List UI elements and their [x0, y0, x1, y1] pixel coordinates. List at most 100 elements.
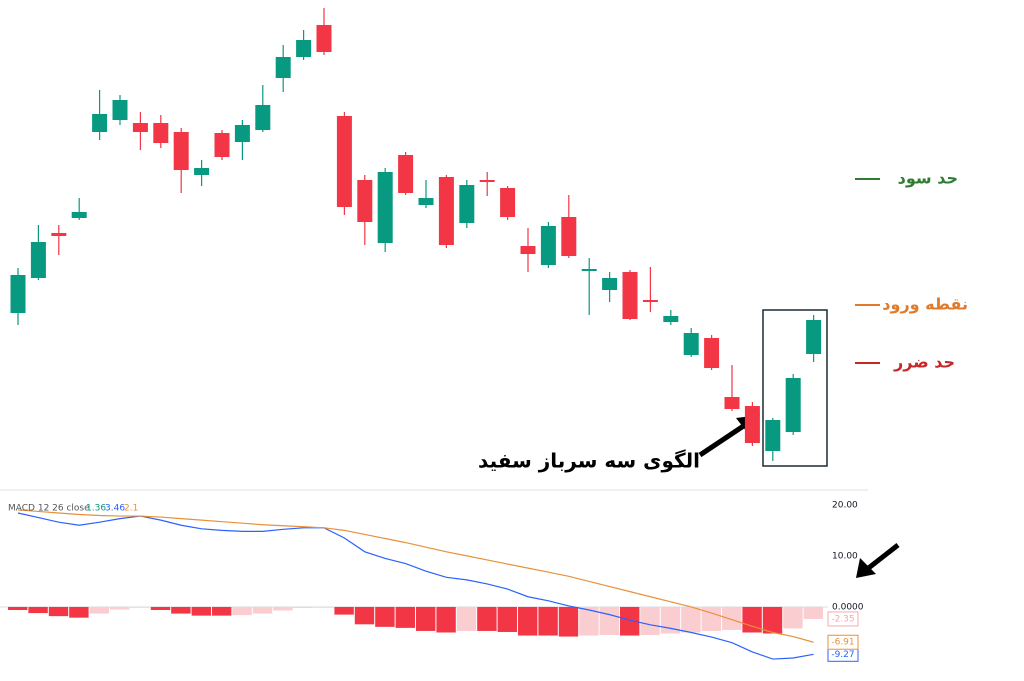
candle-body — [398, 155, 414, 193]
legend-value: 1.36 — [86, 504, 106, 514]
histogram-bar — [681, 606, 701, 633]
histogram-bar — [538, 606, 558, 636]
histogram-bar — [314, 606, 334, 608]
level-label: حد سود — [898, 169, 958, 188]
histogram-bar — [191, 606, 211, 616]
histogram-bar — [110, 606, 130, 610]
indicator-label: MACD 12 26 close — [8, 504, 90, 514]
histogram-bar — [518, 606, 538, 636]
candle-body — [602, 278, 618, 290]
candle-body — [724, 397, 740, 409]
candle-body — [132, 123, 148, 132]
candle-body — [520, 246, 536, 254]
histogram-bar — [150, 606, 171, 611]
histogram-bar — [416, 606, 436, 631]
last-value-label: -9.27 — [831, 650, 854, 660]
macd-arrow-head — [856, 558, 876, 578]
legend-value: 2.1 — [124, 504, 138, 514]
last-value-box — [827, 611, 859, 627]
histogram-bar — [395, 606, 415, 628]
candle-body — [255, 105, 271, 130]
candle-body — [806, 320, 822, 354]
candle-body — [10, 275, 26, 313]
histogram-bar — [69, 606, 89, 618]
candle-body — [234, 125, 250, 142]
histogram-bar — [558, 606, 579, 637]
level-label: حد ضرر — [893, 353, 955, 372]
level-label: نقطه ورود — [882, 295, 968, 314]
candle-body — [683, 333, 699, 355]
histogram-bar — [130, 606, 150, 608]
candle-body — [316, 25, 332, 52]
histogram-bar — [640, 606, 660, 636]
candle-body — [581, 269, 597, 271]
histogram-bar — [48, 606, 69, 617]
candle-body — [663, 316, 679, 322]
histogram-bar — [783, 606, 803, 629]
histogram-bar — [722, 606, 742, 630]
histogram-bar — [28, 606, 48, 614]
histogram-bar — [660, 606, 681, 634]
macd-arrow — [864, 543, 900, 572]
histogram-bar — [701, 606, 721, 631]
candle-body — [194, 168, 210, 175]
legend-value: 3.46 — [105, 504, 125, 514]
histogram-bar — [456, 606, 477, 631]
candle-body — [30, 242, 46, 278]
candle-body — [459, 185, 475, 223]
histogram-bar — [477, 606, 497, 631]
last-value-label: -6.91 — [831, 638, 854, 648]
histogram-bar — [436, 606, 456, 633]
candle-body — [275, 57, 291, 78]
candle-body — [744, 406, 760, 443]
histogram-bar — [375, 606, 395, 627]
y-tick-label: 0.0000 — [832, 602, 864, 612]
candle-body — [561, 217, 577, 256]
histogram-bar — [8, 606, 28, 611]
candle-body — [214, 133, 230, 157]
candle-body — [418, 198, 434, 205]
candle-body — [540, 226, 556, 265]
histogram-bar — [620, 606, 640, 636]
histogram-bar — [252, 606, 273, 614]
histogram-bar — [354, 606, 375, 625]
candle-body — [622, 272, 638, 319]
candle-body — [785, 378, 801, 432]
pattern-label: الگوی سه سرباز سفید — [478, 449, 700, 473]
histogram-bar — [273, 606, 293, 611]
candle-body — [112, 100, 128, 120]
candle-body — [642, 300, 658, 302]
candle-body — [153, 123, 169, 143]
candle-body — [377, 172, 393, 243]
y-tick-label: 20.00 — [832, 500, 858, 510]
histogram-bar — [599, 606, 619, 636]
last-value-label: -2.35 — [831, 614, 854, 624]
histogram-bar — [171, 606, 191, 614]
last-value-box — [827, 634, 859, 650]
candle-body — [765, 420, 781, 451]
candle-body — [296, 40, 312, 57]
histogram-bar — [742, 606, 762, 633]
histogram-bar — [579, 606, 599, 636]
candle-body — [500, 188, 516, 217]
candle-body — [173, 132, 189, 170]
candle-body — [92, 114, 108, 132]
histogram-bar — [334, 606, 354, 615]
histogram-bar — [232, 606, 252, 616]
candle-body — [336, 116, 352, 207]
candle-body — [704, 338, 720, 368]
candle-body — [51, 233, 67, 236]
candle-body — [479, 180, 495, 182]
pattern-box — [762, 309, 828, 467]
histogram-bar — [762, 606, 783, 634]
candle-body — [438, 177, 454, 245]
candle-body — [71, 212, 87, 218]
candle-body — [357, 180, 373, 222]
y-tick-label: 10.00 — [832, 551, 858, 561]
macd-line — [17, 509, 814, 643]
histogram-bar — [497, 606, 517, 632]
histogram-bar — [803, 606, 823, 619]
pattern-arrow — [698, 420, 750, 458]
histogram-bar — [89, 606, 109, 614]
